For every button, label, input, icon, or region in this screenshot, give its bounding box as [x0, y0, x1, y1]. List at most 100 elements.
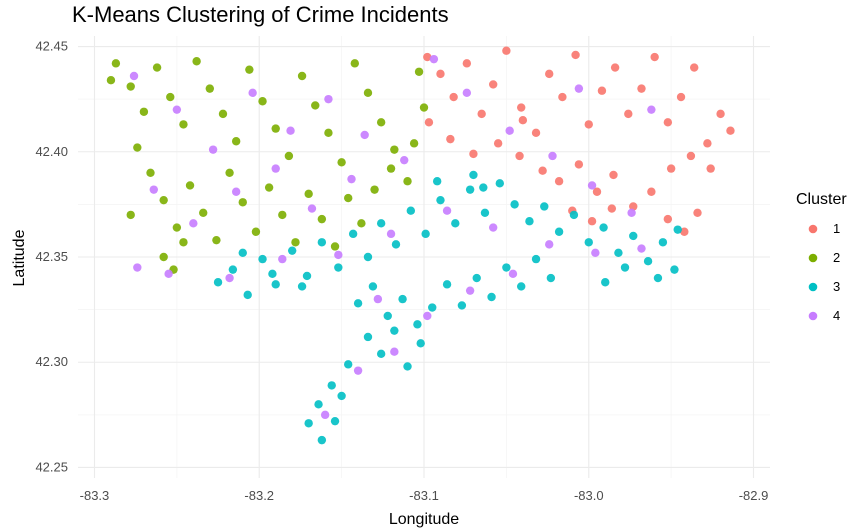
cluster-2-point: [179, 238, 188, 247]
cluster-3-point: [614, 248, 623, 257]
x-tick-label: -83.2: [244, 488, 274, 503]
cluster-2-point: [414, 67, 424, 76]
cluster-2-point: [297, 71, 307, 81]
cluster-4-point: [271, 164, 280, 173]
cluster-3-point: [271, 280, 280, 289]
cluster-4-point: [489, 223, 498, 232]
cluster-2-point: [152, 63, 162, 72]
cluster-4-point: [627, 208, 636, 217]
cluster-4-point: [360, 130, 369, 140]
cluster-3-point: [436, 195, 445, 205]
legend-swatch-cluster-3: [808, 282, 818, 292]
cluster-1-point: [663, 214, 673, 224]
cluster-3-point: [643, 257, 653, 266]
cluster-4-point: [587, 181, 597, 190]
cluster-3-point: [584, 238, 593, 247]
cluster-2-point: [159, 195, 168, 205]
cluster-3-point: [569, 210, 579, 220]
cluster-1-point: [436, 69, 445, 79]
cluster-1-point: [518, 115, 528, 125]
cluster-4-point: [591, 248, 600, 257]
cluster-3-point: [258, 254, 267, 264]
cluster-3-point: [658, 238, 668, 247]
cluster-3-point: [457, 301, 467, 310]
cluster-3-point: [228, 265, 238, 274]
cluster-3-point: [601, 278, 610, 287]
cluster-2-point: [225, 168, 234, 178]
cluster-3-point: [487, 292, 496, 302]
cluster-4-point: [172, 105, 182, 114]
cluster-1-point: [629, 202, 638, 211]
cluster-3-point: [432, 177, 442, 186]
cluster-1-point: [489, 80, 498, 89]
x-tick-label: -83.1: [409, 488, 439, 503]
cluster-2-point: [212, 235, 221, 245]
cluster-2-point: [264, 183, 274, 192]
cluster-4-point: [320, 410, 330, 420]
cluster-1-point: [477, 109, 486, 119]
cluster-1-point: [545, 69, 554, 79]
cluster-4-point: [465, 286, 475, 295]
cluster-1-point: [587, 217, 597, 226]
cluster-2-point: [205, 84, 215, 93]
cluster-4-point: [400, 155, 409, 165]
y-tick-label: 42.45: [35, 39, 68, 54]
cluster-2-point: [106, 76, 116, 85]
cluster-1-point: [690, 63, 699, 72]
cluster-3-point: [451, 219, 460, 228]
cluster-3-point: [330, 416, 340, 426]
cluster-4-point: [373, 294, 383, 304]
cluster-3-point: [554, 227, 564, 236]
cluster-2-point: [159, 252, 168, 262]
cluster-3-point: [268, 269, 277, 279]
cluster-1-point: [558, 92, 567, 102]
cluster-1-point: [666, 164, 676, 173]
cluster-3-point: [531, 254, 541, 264]
cluster-3-point: [391, 240, 401, 249]
cluster-1-point: [584, 120, 593, 129]
cluster-1-point: [607, 204, 617, 213]
legend-label-cluster-4: 4: [833, 308, 840, 323]
cluster-3-point: [469, 170, 478, 180]
cluster-4-point: [548, 151, 557, 161]
cluster-3-point: [599, 223, 608, 232]
cluster-1-point: [424, 118, 434, 127]
cluster-4-point: [133, 263, 142, 272]
cluster-1-point: [423, 52, 432, 62]
cluster-1-point: [462, 59, 472, 68]
cluster-2-point: [146, 168, 155, 178]
cluster-3-point: [337, 391, 346, 401]
cluster-4-point: [307, 204, 317, 213]
cluster-2-point: [344, 193, 353, 203]
cluster-2-point: [179, 120, 188, 129]
cluster-1-point: [515, 151, 524, 161]
cluster-1-point: [502, 46, 511, 55]
cluster-2-point: [357, 219, 366, 228]
cluster-1-point: [571, 50, 580, 60]
cluster-1-point: [703, 139, 712, 148]
cluster-3-point: [510, 200, 519, 209]
cluster-2-point: [218, 109, 228, 119]
cluster-4-point: [574, 84, 584, 93]
cluster-4-point: [647, 105, 656, 114]
cluster-4-point: [164, 269, 173, 279]
cluster-4-point: [390, 347, 399, 356]
cluster-4-point: [208, 145, 218, 154]
cluster-1-point: [574, 160, 584, 169]
cluster-3-point: [314, 400, 323, 409]
cluster-2-point: [126, 210, 135, 220]
cluster-4-point: [347, 174, 356, 184]
cluster-2-point: [317, 214, 327, 224]
cluster-3-point: [673, 225, 682, 234]
cluster-3-point: [670, 265, 679, 274]
cluster-2-point: [271, 124, 280, 133]
cluster-3-point: [465, 185, 475, 194]
cluster-4-point: [429, 54, 439, 64]
cluster-3-point: [334, 263, 343, 272]
cluster-2-point: [390, 145, 399, 154]
legend-swatch-cluster-1: [808, 224, 818, 234]
points-layer: [106, 46, 735, 445]
cluster-3-point: [297, 282, 307, 291]
